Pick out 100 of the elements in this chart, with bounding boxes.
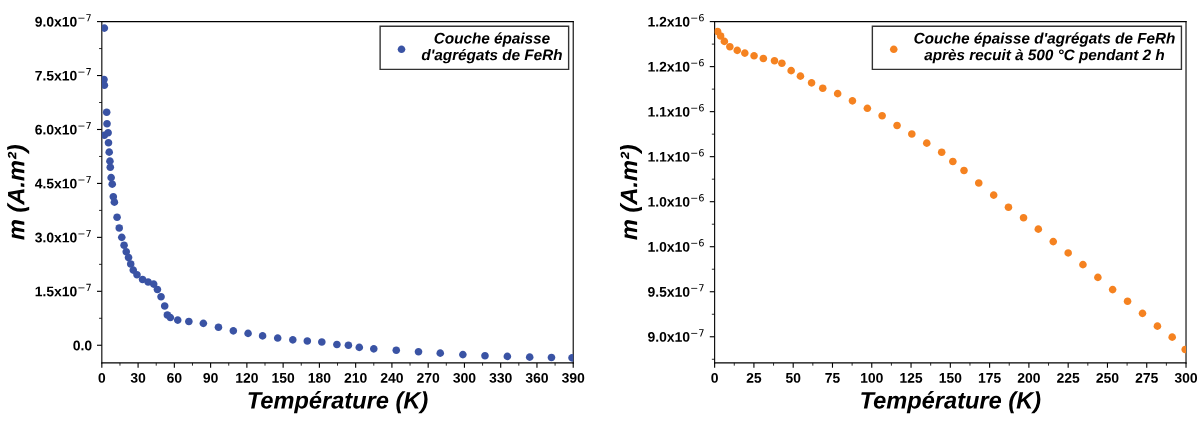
point: [1094, 273, 1102, 282]
x-tick-label: 150: [939, 372, 962, 383]
x-tick-label: 0: [711, 372, 718, 383]
point: [908, 130, 916, 138]
point: [848, 97, 857, 105]
point: [733, 46, 742, 55]
point: [525, 353, 534, 361]
point: [214, 323, 223, 332]
point: [833, 89, 842, 98]
point: [503, 352, 512, 361]
x-tick-label: 390: [561, 372, 585, 383]
point: [796, 72, 805, 80]
x-tick-label: 175: [978, 373, 1001, 383]
point: [355, 343, 364, 352]
point: [102, 108, 111, 117]
y-tick-label: 6.0x10$^{−7}$: [35, 122, 91, 135]
x-axis-title: Température (K): [861, 391, 1041, 414]
point: [101, 24, 109, 32]
point: [244, 329, 252, 338]
x-tick-label: 60: [167, 372, 182, 383]
point: [922, 139, 931, 147]
x-tick-label: 225: [1057, 372, 1080, 383]
point: [974, 179, 983, 187]
x-tick-label: 210: [344, 372, 367, 383]
x-tick-label: 30: [130, 372, 146, 383]
point: [157, 292, 165, 301]
x-tick-label: 90: [203, 372, 218, 383]
y-tick-label: 7.5x10$^{−7}$: [35, 68, 91, 81]
x-tick-label: 75: [825, 373, 840, 383]
x-tick-label: 100: [861, 372, 883, 383]
y-tick-label: 9.0x10$^{−7}$: [648, 329, 704, 342]
point: [1153, 322, 1162, 330]
x-tick-label: 270: [417, 372, 440, 383]
point: [949, 157, 957, 166]
point: [318, 338, 326, 346]
y-axis-title: m (A.m²): [7, 145, 30, 240]
point: [787, 66, 795, 75]
x-tick-label: 180: [308, 372, 331, 383]
point: [1004, 203, 1013, 211]
x-tick-label: 50: [785, 372, 801, 383]
point: [1019, 214, 1028, 222]
x-tick-label: 200: [1017, 372, 1040, 383]
y-tick-label: 3.0x10$^{−7}$: [35, 229, 91, 243]
point: [126, 260, 135, 268]
y-tick-label: 1.0x10$^{−6}$: [648, 239, 704, 252]
point: [1123, 297, 1132, 306]
point: [113, 213, 121, 222]
point: [173, 316, 182, 324]
point: [107, 173, 115, 182]
x-tick-label: 0: [98, 372, 106, 383]
point: [149, 280, 158, 288]
point: [108, 180, 117, 188]
point: [229, 327, 238, 335]
y-tick-label: 1.2x10$^{−6}$: [648, 59, 704, 72]
point: [893, 121, 901, 130]
x-tick-label: 150: [272, 372, 295, 383]
point: [481, 351, 489, 360]
point: [392, 346, 401, 355]
y-tick-label: 1.0x10$^{−6}$: [648, 194, 704, 207]
point: [160, 302, 169, 310]
point: [778, 59, 786, 68]
x-tick-label: 125: [900, 372, 923, 383]
x-tick-label: 240: [380, 372, 403, 383]
y-axis-title: m (A.m²): [619, 145, 642, 240]
point: [989, 191, 998, 199]
point: [101, 81, 109, 90]
point: [741, 49, 749, 57]
point: [759, 54, 768, 63]
point: [937, 148, 946, 157]
point: [199, 319, 208, 328]
point: [105, 148, 114, 156]
point: [153, 285, 162, 294]
point: [104, 138, 113, 147]
point: [818, 84, 827, 93]
y-tick-label: 1.5x10$^{−7}$: [35, 283, 91, 297]
x-tick-label: 360: [525, 372, 548, 383]
point: [106, 163, 115, 172]
y-tick-label: 1.2x10$^{−6}$: [648, 13, 704, 27]
point: [303, 337, 312, 345]
point: [133, 270, 141, 279]
legend-label: Couche épaisse d'agrégats de FeRh: [421, 32, 562, 64]
point: [258, 332, 267, 340]
x-axis-title: Température (K): [248, 391, 428, 414]
point: [716, 32, 725, 40]
point: [115, 224, 124, 232]
point: [807, 79, 816, 87]
point: [1138, 309, 1147, 318]
point: [124, 253, 133, 262]
x-tick-label: 120: [236, 372, 258, 383]
x-tick-label: 275: [1135, 372, 1158, 383]
point: [720, 37, 729, 46]
point: [1108, 285, 1117, 294]
point: [436, 349, 445, 357]
point: [547, 353, 556, 362]
y-tick-label: 4.5x10$^{−7}$: [34, 175, 91, 189]
point: [1168, 333, 1176, 341]
point: [1079, 260, 1087, 269]
point: [414, 347, 423, 356]
point: [863, 104, 872, 113]
point: [750, 52, 758, 60]
